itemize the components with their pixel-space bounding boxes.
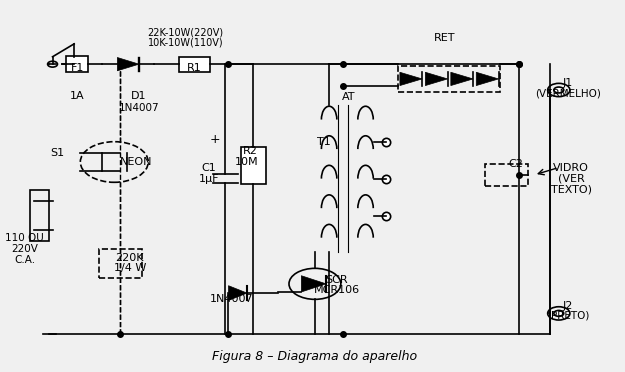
Bar bbox=[179, 57, 210, 71]
Text: VIDRO: VIDRO bbox=[553, 163, 589, 173]
Text: (PRETO): (PRETO) bbox=[547, 311, 589, 321]
Text: MCR106: MCR106 bbox=[314, 285, 359, 295]
Text: 220K: 220K bbox=[116, 253, 144, 263]
Text: 1N4007: 1N4007 bbox=[119, 103, 159, 113]
Polygon shape bbox=[451, 72, 473, 86]
Circle shape bbox=[554, 87, 564, 93]
Text: C.A.: C.A. bbox=[14, 255, 36, 265]
Text: J1: J1 bbox=[563, 78, 573, 88]
Circle shape bbox=[554, 310, 564, 316]
Text: 10M: 10M bbox=[235, 157, 259, 167]
Text: R2: R2 bbox=[242, 146, 258, 156]
Text: +: + bbox=[209, 133, 220, 146]
Text: 110 OU: 110 OU bbox=[6, 233, 44, 243]
Polygon shape bbox=[118, 58, 139, 71]
Text: RET: RET bbox=[434, 33, 456, 43]
Text: C1: C1 bbox=[201, 163, 216, 173]
Polygon shape bbox=[476, 72, 499, 86]
Text: C2: C2 bbox=[508, 159, 523, 169]
Text: 1A: 1A bbox=[70, 90, 84, 100]
Bar bbox=[241, 147, 266, 184]
Text: D1: D1 bbox=[131, 90, 147, 100]
Text: Figura 8 – Diagrama do aparelho: Figura 8 – Diagrama do aparelho bbox=[213, 350, 418, 363]
Polygon shape bbox=[426, 72, 448, 86]
Polygon shape bbox=[229, 286, 247, 301]
Text: R1: R1 bbox=[187, 63, 202, 73]
Bar bbox=[66, 56, 88, 73]
Text: 1μF: 1μF bbox=[199, 174, 219, 184]
Text: (VER: (VER bbox=[558, 174, 584, 184]
Polygon shape bbox=[301, 276, 326, 292]
Text: TEXTO): TEXTO) bbox=[551, 185, 592, 195]
Text: 220V: 220V bbox=[11, 244, 38, 254]
Text: S1: S1 bbox=[50, 148, 64, 158]
Text: F1: F1 bbox=[71, 63, 84, 73]
Text: 10K-10W(110V): 10K-10W(110V) bbox=[148, 37, 223, 47]
Text: AT: AT bbox=[342, 92, 356, 102]
Text: T1: T1 bbox=[318, 137, 331, 147]
Polygon shape bbox=[400, 72, 422, 86]
Text: NEON: NEON bbox=[119, 157, 152, 167]
Text: SCR: SCR bbox=[325, 275, 348, 285]
Text: (VERMELHO): (VERMELHO) bbox=[535, 89, 601, 99]
Text: J2: J2 bbox=[563, 301, 573, 311]
Text: 1N4007: 1N4007 bbox=[210, 294, 253, 304]
Text: 1/4 W: 1/4 W bbox=[114, 263, 146, 273]
Text: 22K-10W(220V): 22K-10W(220V) bbox=[148, 28, 223, 38]
